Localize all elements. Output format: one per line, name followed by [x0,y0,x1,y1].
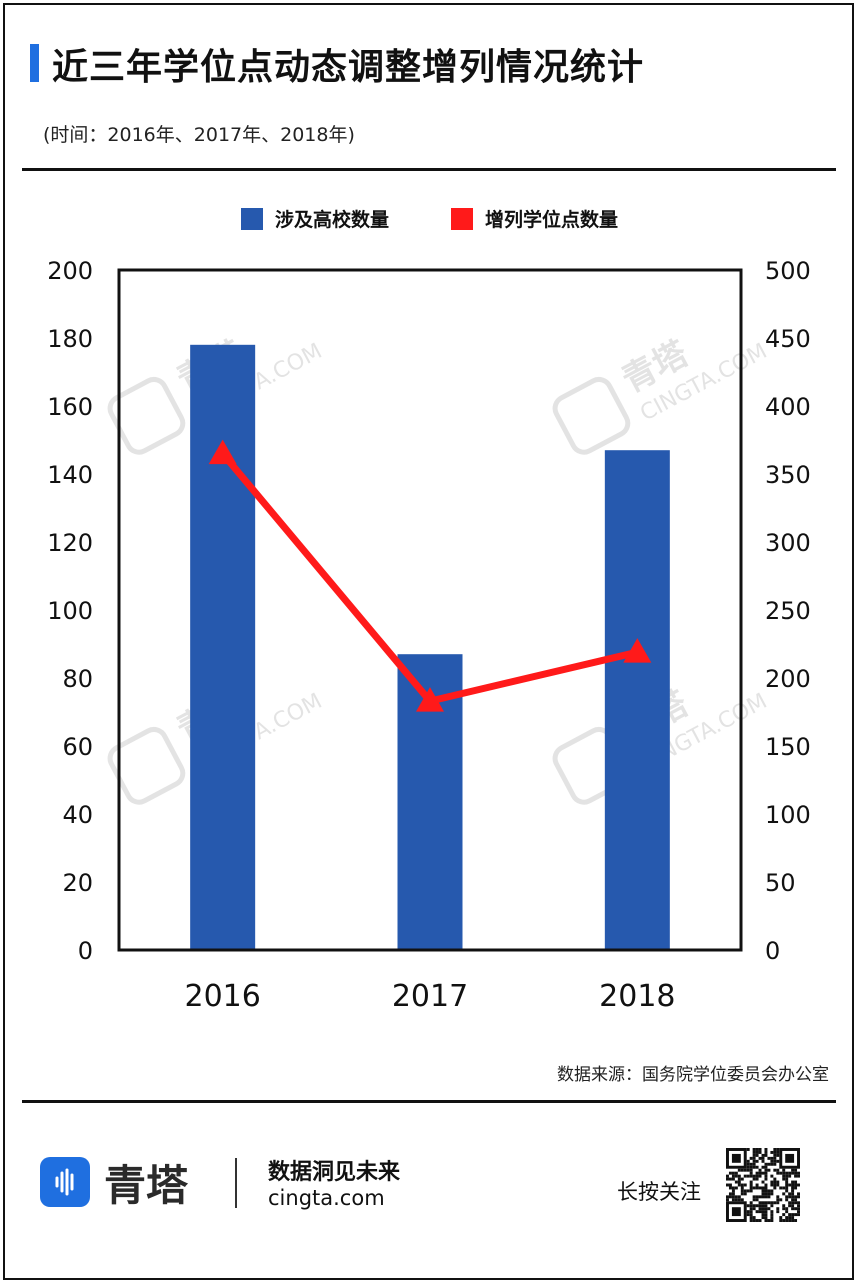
page-title: 近三年学位点动态调整增列情况统计 [52,47,645,88]
legend-item-bar: 涉及高校数量 [240,205,389,232]
y-right-tick-label: 0 [765,937,780,965]
legend-swatch-bar [240,207,263,230]
y-left-tick-label: 200 [47,257,93,285]
y-left-tick-label: 100 [47,597,93,625]
y-right-tick-label: 150 [765,733,811,761]
y-right-tick-label: 100 [765,801,811,829]
footer-divider [22,1100,836,1103]
y-left-tick-label: 20 [62,869,93,897]
qr-code-icon[interactable] [726,1148,800,1222]
x-tick-label: 2018 [599,979,675,1014]
legend-label-bar: 涉及高校数量 [274,209,389,231]
line-marker-2016 [208,439,237,465]
combo-chart: 青塔CINGTA.COM青塔CINGTA.COM青塔CINGTA.COM青塔CI… [47,257,811,1014]
legend-label-line: 增列学位点数量 [485,209,619,231]
y-left-tick-label: 140 [47,461,93,489]
y-right-tick-label: 300 [765,529,811,557]
footer-separator [235,1158,237,1208]
chart-legend: 涉及高校数量 增列学位点数量 [0,205,859,232]
page-frame [3,3,854,1280]
y-left-tick-label: 120 [47,529,93,557]
follow-prompt: 长按关注 [617,1180,701,1204]
x-tick-label: 2017 [392,979,468,1014]
y-right-tick-label: 50 [765,869,796,897]
y-right-tick-label: 200 [765,665,811,693]
y-left-tick-label: 160 [47,393,93,421]
y-left-tick-label: 40 [62,801,93,829]
y-left-tick-label: 180 [47,325,93,353]
header-divider [22,168,836,171]
y-left-tick-label: 80 [62,665,93,693]
y-right-tick-label: 350 [765,461,811,489]
y-left-tick-label: 60 [62,733,93,761]
y-right-tick-label: 400 [765,393,811,421]
footer-slogan: 数据洞见未来 [268,1160,401,1185]
y-right-tick-label: 250 [765,597,811,625]
y-right-tick-label: 450 [765,325,811,353]
x-tick-label: 2016 [184,979,260,1014]
bar-2018 [604,450,670,950]
page-subtitle: (时间：2016年、2017年、2018年) [43,124,355,146]
line-marker-2018 [623,638,652,663]
footer-url[interactable]: cingta.com [268,1186,385,1210]
plot-frame [117,268,743,952]
title-accent-bar [30,44,39,82]
legend-item-line: 增列学位点数量 [451,205,618,232]
y-right-tick-label: 500 [765,257,811,285]
sound-wave-icon [40,1157,90,1207]
data-source: 数据来源：国务院学位委员会办公室 [557,1065,829,1085]
line-marker-2017 [416,687,444,712]
legend-swatch-line [451,207,473,230]
footer-brand: 青塔 [104,1161,189,1210]
bar-2016 [190,344,256,950]
y-left-tick-label: 0 [78,937,93,965]
watermark-logo-icon [552,376,631,455]
